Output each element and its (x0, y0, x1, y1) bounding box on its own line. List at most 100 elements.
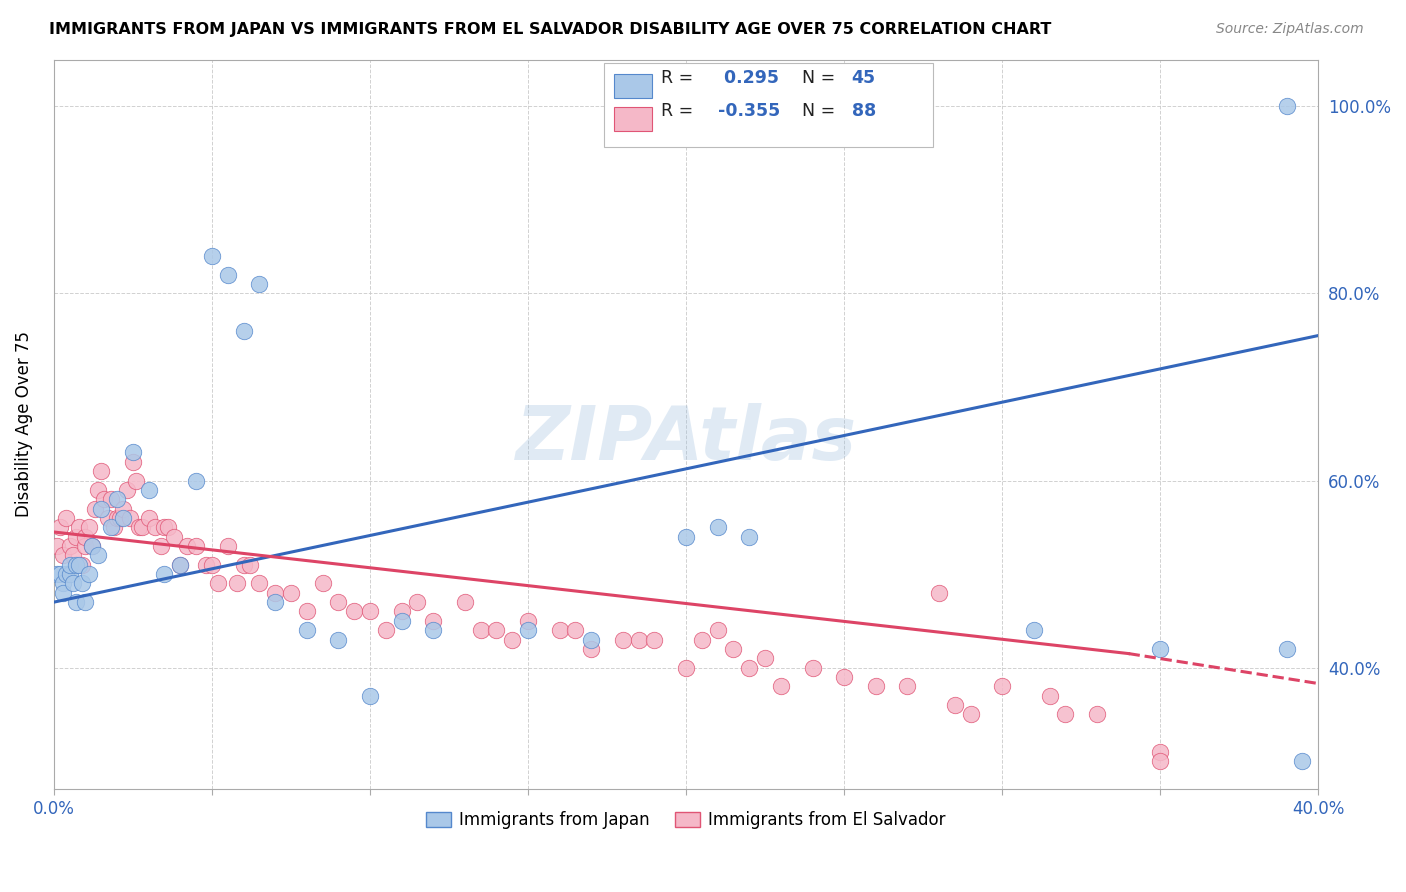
Point (55, 511, 77, 525)
Point (232, 558, 254, 572)
Point (470, 624, 492, 638)
Point (156, 520, 179, 534)
Text: 0.295: 0.295 (717, 69, 779, 87)
Y-axis label: Disability Age Over 75: Disability Age Over 75 (15, 332, 32, 517)
Point (87, 549, 110, 563)
Point (579, 641, 602, 656)
Point (75, 539, 97, 553)
Point (328, 595, 350, 609)
Point (75, 530, 97, 544)
Point (1291, 754, 1313, 768)
Point (311, 576, 333, 591)
FancyBboxPatch shape (603, 63, 932, 147)
Point (128, 520, 150, 534)
Point (46, 567, 69, 582)
Point (103, 520, 125, 534)
Point (112, 501, 135, 516)
Point (485, 624, 508, 638)
Point (328, 632, 350, 647)
Point (754, 651, 776, 665)
Point (959, 707, 981, 722)
Point (59, 567, 82, 582)
FancyBboxPatch shape (614, 74, 652, 98)
Point (690, 632, 713, 647)
Point (75, 595, 97, 609)
Point (264, 595, 287, 609)
Point (131, 520, 153, 534)
Point (201, 558, 224, 572)
Point (52, 576, 75, 591)
Point (706, 520, 728, 534)
Point (738, 530, 761, 544)
Point (1149, 641, 1171, 656)
Point (295, 605, 318, 619)
Point (501, 632, 523, 647)
Point (422, 614, 444, 628)
Point (517, 614, 540, 628)
Point (150, 539, 173, 553)
Point (90, 464, 112, 478)
Point (374, 624, 396, 638)
Point (169, 558, 191, 572)
Text: Source: ZipAtlas.com: Source: ZipAtlas.com (1216, 22, 1364, 37)
Text: 88: 88 (852, 102, 876, 120)
Point (46, 539, 69, 553)
Point (59, 539, 82, 553)
Point (105, 492, 128, 507)
Point (675, 530, 697, 544)
Point (184, 539, 207, 553)
Point (67, 558, 90, 572)
Point (184, 474, 207, 488)
Point (612, 632, 634, 647)
Text: N =: N = (792, 69, 841, 87)
Point (77, 520, 100, 534)
Point (422, 624, 444, 638)
FancyBboxPatch shape (614, 107, 652, 131)
Point (1275, 99, 1298, 113)
Point (67, 520, 90, 534)
Point (564, 624, 586, 638)
Text: 45: 45 (852, 69, 876, 87)
Point (201, 249, 224, 263)
Point (194, 558, 217, 572)
Point (247, 277, 270, 291)
Text: ZIPAtlas: ZIPAtlas (516, 402, 856, 475)
Point (100, 520, 122, 534)
Point (1275, 641, 1298, 656)
Point (121, 455, 143, 469)
Point (1022, 624, 1045, 638)
Point (896, 679, 918, 693)
Point (232, 324, 254, 338)
Point (517, 624, 540, 638)
Point (125, 474, 148, 488)
Point (100, 492, 122, 507)
Point (65, 595, 87, 609)
Point (163, 530, 186, 544)
Point (706, 624, 728, 638)
Point (87, 483, 110, 497)
Point (84, 501, 107, 516)
Point (226, 576, 249, 591)
Point (391, 605, 413, 619)
Text: R =: R = (661, 69, 699, 87)
Text: -0.355: -0.355 (717, 102, 780, 120)
Point (80, 539, 103, 553)
Point (49, 520, 72, 534)
Point (49, 567, 72, 582)
Point (928, 586, 950, 600)
Point (90, 501, 112, 516)
Point (153, 567, 176, 582)
Point (169, 558, 191, 572)
Point (454, 595, 477, 609)
Point (77, 567, 100, 582)
Point (153, 520, 176, 534)
Point (65, 558, 87, 572)
Point (72, 558, 94, 572)
Point (115, 483, 138, 497)
Point (548, 624, 571, 638)
Point (62, 549, 84, 563)
Point (738, 660, 761, 674)
Point (1039, 689, 1062, 703)
Text: N =: N = (792, 102, 841, 120)
Point (769, 679, 792, 693)
